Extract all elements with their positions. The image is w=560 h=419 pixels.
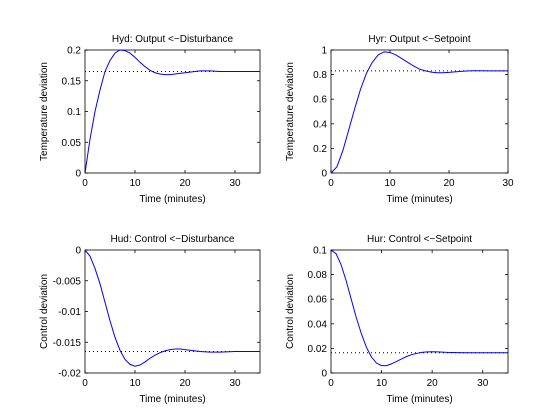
response-curve [331, 249, 508, 367]
plot-title: Hyd: Output <−Disturbance [112, 34, 234, 45]
plot-title: Hyr: Output <−Setpoint [368, 34, 471, 45]
x-tick-label: 20 [443, 178, 455, 189]
x-axis-label: Time (minutes) [386, 394, 452, 405]
x-tick-label: 30 [502, 178, 514, 189]
y-axis-label: Temperature deviation [39, 62, 50, 161]
x-tick-label: 30 [229, 378, 241, 389]
y-tick-label: 0.4 [313, 119, 327, 130]
y-tick-label: 0.2 [313, 144, 327, 155]
response-curve [85, 249, 260, 367]
x-tick-label: 20 [179, 178, 191, 189]
x-tick-label: 0 [82, 378, 88, 389]
x-tick-label: 30 [229, 178, 241, 189]
axes-frame [330, 49, 509, 174]
y-tick-label: 0.1 [67, 107, 81, 118]
y-tick-label: 0 [321, 369, 327, 380]
x-tick-label: 0 [328, 178, 334, 189]
x-tick-label: 10 [376, 378, 388, 389]
axes-frame [330, 249, 509, 374]
axes-frame [84, 249, 261, 374]
x-tick-label: 20 [179, 378, 191, 389]
x-tick-label: 30 [477, 378, 489, 389]
y-tick-label: 0.15 [62, 76, 82, 87]
y-tick-label: 0.02 [308, 344, 328, 355]
y-tick-label: 0.2 [67, 46, 81, 57]
plot-title: Hur: Control <−Setpoint [367, 234, 472, 245]
y-tick-label: 1 [321, 46, 327, 57]
y-axis-label: Temperature deviation [285, 62, 296, 161]
y-tick-label: 0 [321, 169, 327, 180]
x-tick-label: 0 [328, 378, 334, 389]
plot-title: Hud: Control <−Disturbance [111, 234, 235, 245]
y-tick-label: 0.05 [62, 138, 82, 149]
subplot-2: 0 10 20 30 0 0.2 0.4 0.6 0.8 1 Hyr: Output <−Setpo… [285, 34, 514, 205]
response-curve [85, 49, 260, 174]
x-tick-label: 10 [384, 178, 396, 189]
x-axis-label: Time (minutes) [139, 394, 205, 405]
y-tick-label: 0.8 [313, 70, 327, 81]
x-tick-label: 20 [427, 378, 439, 389]
x-tick-label: 0 [82, 178, 88, 189]
y-tick-label: 0.04 [308, 319, 328, 330]
subplot-1: 0 10 20 30 0 0.05 0.1 0.15 0.2 Hyd: Output <−Dist… [39, 34, 261, 205]
y-tick-label: -0.02 [58, 369, 81, 380]
y-tick-label: 0.08 [308, 270, 328, 281]
y-tick-label: 0.6 [313, 95, 327, 106]
y-tick-label: 0 [75, 169, 81, 180]
response-curve [331, 51, 508, 174]
y-axis-label: Control deviation [285, 274, 296, 349]
y-tick-label: -0.005 [53, 276, 82, 287]
y-tick-label: 0.06 [308, 295, 328, 306]
axes-frame [84, 49, 261, 174]
subplot-4: 0 10 20 30 0 0.02 0.04 0.06 0.08 0.1 Hur: Control … [285, 234, 509, 405]
x-tick-label: 10 [129, 178, 141, 189]
y-tick-label: -0.015 [53, 338, 82, 349]
y-tick-label: 0.1 [313, 246, 327, 257]
subplot-3: 0 10 20 30 -0.02 -0.015 -0.01 -0.005 0 Hud: Contr… [39, 234, 261, 405]
y-tick-label: -0.01 [58, 307, 81, 318]
x-axis-label: Time (minutes) [139, 194, 205, 205]
y-tick-label: 0 [75, 246, 81, 257]
x-axis-label: Time (minutes) [386, 194, 452, 205]
x-tick-label: 10 [129, 378, 141, 389]
y-axis-label: Control deviation [39, 274, 50, 349]
